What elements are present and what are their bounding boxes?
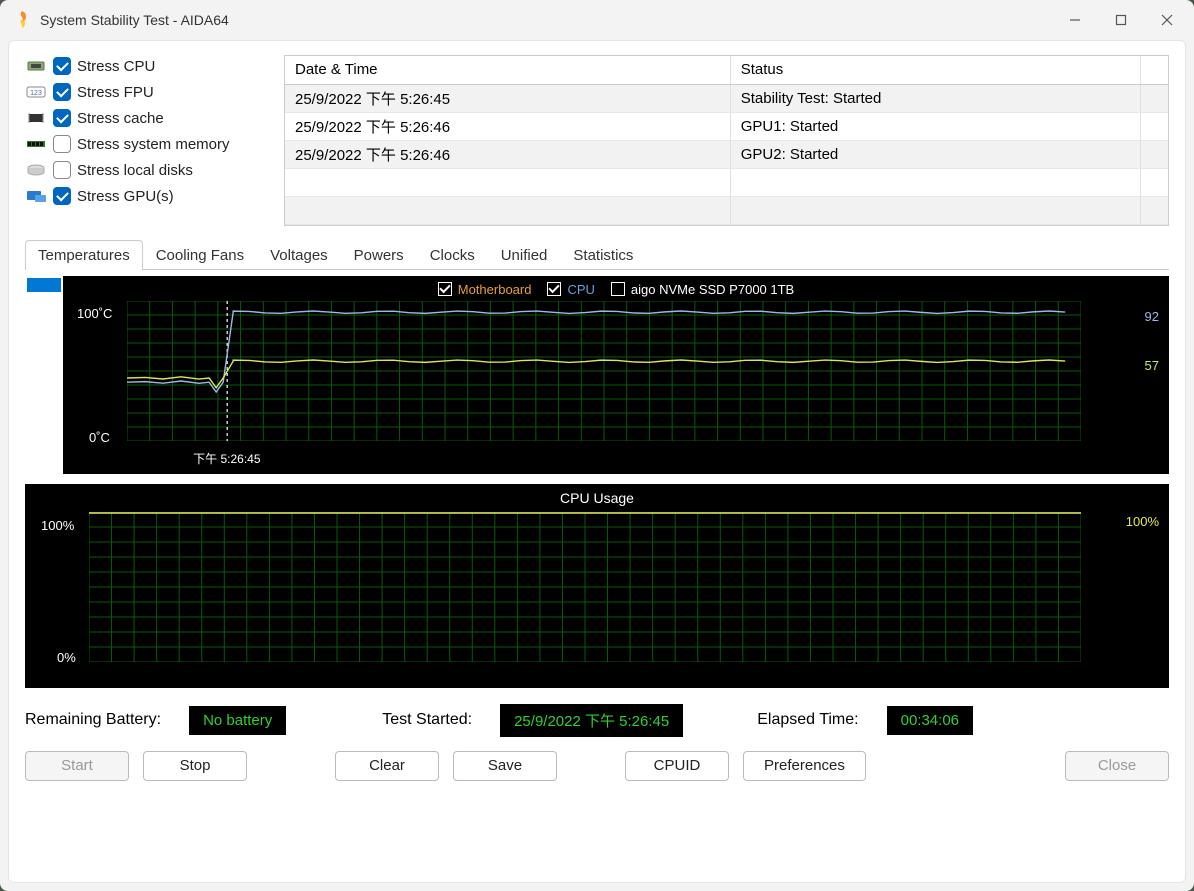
- elapsed-value: 00:34:06: [887, 706, 973, 735]
- tab-bar: TemperaturesCooling FansVoltagesPowersCl…: [25, 240, 1169, 270]
- temperature-graph: Motherboard CPU aigo NVMe SSD P7000 1TB 1…: [63, 276, 1169, 474]
- stress-label: Stress FPU: [77, 84, 154, 101]
- app-flame-icon: [12, 10, 32, 30]
- tab-powers[interactable]: Powers: [341, 240, 417, 270]
- tab-temperatures[interactable]: Temperatures: [25, 240, 143, 270]
- content-area: Stress CPU 123 Stress FPU Stress cache St…: [8, 40, 1186, 883]
- temp-plot: [127, 301, 1113, 441]
- stress-option[interactable]: Stress CPU: [25, 57, 270, 75]
- cpu-usage-graph: CPU Usage 100% 0% 100%: [25, 484, 1169, 688]
- stress-option[interactable]: Stress local disks: [25, 161, 270, 179]
- save-button[interactable]: Save: [453, 751, 557, 781]
- elapsed-label: Elapsed Time:: [757, 711, 858, 729]
- stress-option[interactable]: Stress GPU(s): [25, 187, 270, 205]
- log-column-header[interactable]: Date & Time: [285, 56, 730, 84]
- hardware-icon: [25, 162, 47, 178]
- cpu-y-max: 100%: [41, 518, 74, 533]
- log-row[interactable]: 25/9/2022 下午 5:26:46GPU2: Started: [285, 140, 1168, 168]
- preferences-button[interactable]: Preferences: [743, 751, 866, 781]
- status-row: Remaining Battery: No battery Test Start…: [25, 704, 1169, 737]
- tab-unified[interactable]: Unified: [488, 240, 561, 270]
- series-current-value: 92: [1145, 309, 1159, 324]
- log-row[interactable]: 25/9/2022 下午 5:26:46GPU1: Started: [285, 112, 1168, 140]
- event-log-table[interactable]: Date & TimeStatus25/9/2022 下午 5:26:45Sta…: [284, 55, 1169, 226]
- hardware-icon: [25, 110, 47, 126]
- stress-checkbox[interactable]: [53, 135, 71, 153]
- legend-item[interactable]: CPU: [547, 282, 594, 297]
- graph-slider[interactable]: [25, 276, 63, 474]
- stress-label: Stress system memory: [77, 136, 230, 153]
- battery-label: Remaining Battery:: [25, 711, 161, 729]
- cpuid-button[interactable]: CPUID: [625, 751, 729, 781]
- test-started-label: Test Started:: [382, 711, 472, 729]
- app-window: System Stability Test - AIDA64 Stress CP…: [0, 0, 1194, 891]
- temperature-panel: Motherboard CPU aigo NVMe SSD P7000 1TB 1…: [25, 276, 1169, 474]
- log-column-header[interactable]: Status: [730, 56, 1140, 84]
- maximize-button[interactable]: [1098, 4, 1144, 36]
- stop-button[interactable]: Stop: [143, 751, 247, 781]
- log-row[interactable]: 25/9/2022 下午 5:26:45Stability Test: Star…: [285, 84, 1168, 112]
- stress-checkbox[interactable]: [53, 187, 71, 205]
- tab-clocks[interactable]: Clocks: [417, 240, 488, 270]
- legend-label: aigo NVMe SSD P7000 1TB: [631, 282, 794, 297]
- legend-item[interactable]: Motherboard: [438, 282, 532, 297]
- stress-checkbox[interactable]: [53, 161, 71, 179]
- legend-label: Motherboard: [458, 282, 532, 297]
- stress-option[interactable]: Stress system memory: [25, 135, 270, 153]
- stress-label: Stress cache: [77, 110, 164, 127]
- tab-voltages[interactable]: Voltages: [257, 240, 341, 270]
- cpu-plot: [89, 512, 1113, 662]
- legend-item[interactable]: aigo NVMe SSD P7000 1TB: [611, 282, 794, 297]
- stress-label: Stress local disks: [77, 162, 193, 179]
- top-row: Stress CPU 123 Stress FPU Stress cache St…: [25, 55, 1169, 226]
- clear-button[interactable]: Clear: [335, 751, 439, 781]
- slider-thumb[interactable]: [27, 278, 61, 292]
- stress-options-list: Stress CPU 123 Stress FPU Stress cache St…: [25, 55, 270, 226]
- stress-checkbox[interactable]: [53, 83, 71, 101]
- hardware-icon: [25, 58, 47, 74]
- cpu-y-min: 0%: [57, 650, 76, 665]
- close-button[interactable]: Close: [1065, 751, 1169, 781]
- tab-statistics[interactable]: Statistics: [560, 240, 646, 270]
- cpu-graph-title: CPU Usage: [25, 484, 1169, 512]
- graphs-area: Motherboard CPU aigo NVMe SSD P7000 1TB 1…: [25, 276, 1169, 688]
- titlebar[interactable]: System Stability Test - AIDA64: [0, 0, 1194, 40]
- window-title: System Stability Test - AIDA64: [40, 12, 1052, 28]
- svg-text:123: 123: [30, 90, 42, 97]
- start-button[interactable]: Start: [25, 751, 129, 781]
- cpu-usage-panel: CPU Usage 100% 0% 100%: [25, 484, 1169, 688]
- y-max-label: 100˚C: [77, 306, 112, 321]
- legend-label: CPU: [567, 282, 594, 297]
- stress-label: Stress CPU: [77, 58, 155, 75]
- series-current-value: 57: [1145, 358, 1159, 373]
- test-started-value: 25/9/2022 下午 5:26:45: [500, 704, 683, 737]
- hardware-icon: [25, 136, 47, 152]
- cpu-current-value: 100%: [1126, 514, 1159, 529]
- hardware-icon: [25, 188, 47, 204]
- stress-checkbox[interactable]: [53, 57, 71, 75]
- close-window-button[interactable]: [1144, 4, 1190, 36]
- stress-option[interactable]: Stress cache: [25, 109, 270, 127]
- tab-cooling-fans[interactable]: Cooling Fans: [143, 240, 257, 270]
- battery-value: No battery: [189, 706, 286, 735]
- hardware-icon: 123: [25, 84, 47, 100]
- legend-checkbox[interactable]: [547, 282, 561, 296]
- button-row: Start Stop Clear Save CPUID Preferences …: [25, 751, 1169, 781]
- y-min-label: 0˚C: [89, 430, 110, 445]
- stress-checkbox[interactable]: [53, 109, 71, 127]
- time-marker: 下午 5:26:45: [193, 450, 260, 467]
- legend-checkbox[interactable]: [611, 282, 625, 296]
- stress-option[interactable]: 123 Stress FPU: [25, 83, 270, 101]
- stress-label: Stress GPU(s): [77, 188, 174, 205]
- temp-legend: Motherboard CPU aigo NVMe SSD P7000 1TB: [63, 276, 1169, 301]
- minimize-button[interactable]: [1052, 4, 1098, 36]
- legend-checkbox[interactable]: [438, 282, 452, 296]
